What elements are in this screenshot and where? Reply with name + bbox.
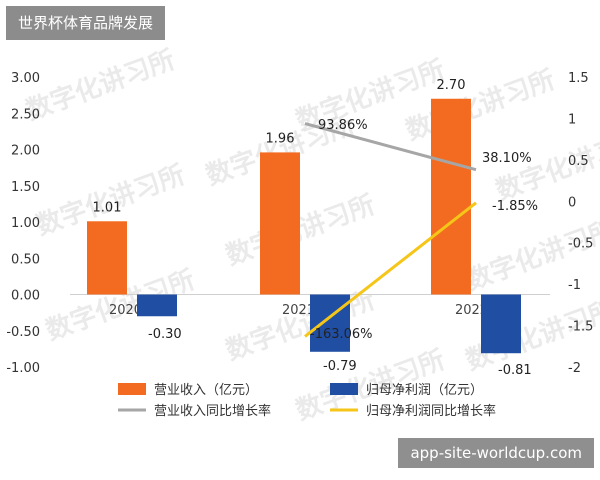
revenue-bar xyxy=(260,152,300,295)
bars xyxy=(87,98,521,354)
legend-label: 营业收入同比增长率 xyxy=(154,403,271,419)
left-axis-tick-label: 0.50 xyxy=(11,252,40,267)
profit-value-label: -0.79 xyxy=(323,359,357,374)
right-axis-tick-label: -2 xyxy=(568,361,581,376)
profit-value-label: -0.81 xyxy=(498,363,532,378)
right-axis-tick-label: -1 xyxy=(568,278,581,293)
data-labels: 1.01 1.96 2.70 93.86% 38.10% -163.06% -1.85% -0… xyxy=(93,78,538,378)
right-axis-tick-label: 0 xyxy=(568,195,576,210)
profit-growth-label: -163.06% xyxy=(310,327,373,342)
right-axis-tick-label: 1 xyxy=(568,112,576,127)
revenue-value-label: 1.96 xyxy=(266,131,295,146)
profit-value-label: -0.30 xyxy=(148,327,182,342)
left-axis-tick-label: 3.00 xyxy=(11,71,40,86)
profit-bar xyxy=(137,294,177,317)
source-watermark: app-site-worldcup.com xyxy=(398,438,594,468)
profit-growth-label: -1.85% xyxy=(492,199,538,214)
left-axis-tick-label: 0.00 xyxy=(11,289,40,304)
right-axis-tick-label: 1.5 xyxy=(568,71,589,86)
legend: 营业收入（亿元） 归母净利润（亿元） 营业收入同比增长率 归母净利润同比增长率 xyxy=(118,383,496,419)
right-axis-tick-label: -0.5 xyxy=(568,237,593,252)
left-axis-tick-label: 1.50 xyxy=(11,180,40,195)
profit-bar xyxy=(310,294,350,352)
left-axis-tick-label: -1.00 xyxy=(6,361,40,376)
profit-growth-line xyxy=(304,201,477,338)
profit-bar xyxy=(481,294,521,354)
legend-swatch xyxy=(118,383,146,395)
legend-swatch xyxy=(330,383,358,395)
right-axis-tick-label: -1.5 xyxy=(568,320,593,335)
revenue-bar xyxy=(87,221,127,295)
revenue-growth-label: 38.10% xyxy=(482,151,532,166)
left-axis-tick-label: 2.50 xyxy=(11,107,40,122)
lines xyxy=(304,122,477,338)
page-title: 世界杯体育品牌发展 xyxy=(6,6,166,40)
right-axis-tick-label: 0.5 xyxy=(568,154,589,169)
left-axis-tick-label: -0.50 xyxy=(6,325,40,340)
left-axis-tick-label: 2.00 xyxy=(11,144,40,159)
left-axis-tick-label: 1.00 xyxy=(11,216,40,231)
legend-label: 归母净利润同比增长率 xyxy=(366,403,496,419)
revenue-growth-label: 93.86% xyxy=(318,118,368,133)
revenue-growth-line xyxy=(304,122,477,172)
watermark-text: 数字化讲习所 xyxy=(222,189,379,271)
revenue-bar xyxy=(431,98,471,295)
watermark-text: 数字化讲习所 xyxy=(22,44,179,126)
revenue-value-label: 2.70 xyxy=(437,78,466,93)
legend-label: 归母净利润（亿元） xyxy=(366,383,483,398)
legend-label: 营业收入（亿元） xyxy=(154,383,258,398)
revenue-value-label: 1.01 xyxy=(93,200,122,215)
